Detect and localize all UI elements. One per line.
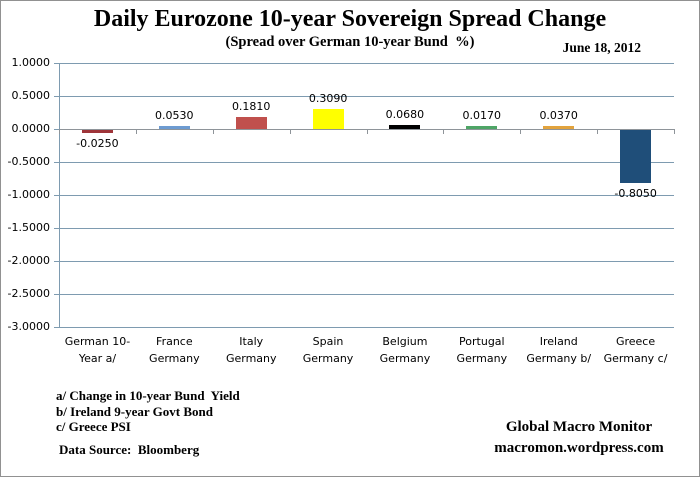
x-axis-category-label-line: Ireland bbox=[539, 335, 578, 348]
x-axis-tick bbox=[135, 129, 137, 134]
chart-title: Daily Eurozone 10-year Sovereign Spread … bbox=[93, 6, 607, 32]
x-axis-category-label: Spain Germany bbox=[290, 333, 367, 367]
y-axis-tick-label: -1.5000 bbox=[7, 221, 50, 234]
y-axis-tick-label: -0.5000 bbox=[7, 155, 50, 168]
x-axis-tick bbox=[674, 129, 675, 134]
x-axis-category-label: Portugal Germany bbox=[443, 333, 520, 367]
x-axis-tick bbox=[443, 129, 445, 134]
y-axis-tick bbox=[54, 195, 59, 196]
branding-block: Global Macro Monitor macromon.wordpress.… bbox=[469, 417, 689, 459]
x-axis-category-label: Italy Germany bbox=[213, 333, 290, 367]
bar-value-label: 0.0170 bbox=[462, 109, 502, 122]
gridline bbox=[59, 228, 674, 229]
x-axis-category-label: Greece Germany c/ bbox=[597, 333, 674, 367]
y-axis-tick bbox=[54, 162, 59, 163]
bar bbox=[620, 130, 652, 184]
y-axis-tick-label: 0.0000 bbox=[11, 122, 51, 135]
footnote-a: a/ Change in 10-year Bund Yield bbox=[56, 388, 240, 403]
bar-value-label: 0.0530 bbox=[155, 108, 194, 122]
gridline bbox=[59, 96, 674, 97]
x-axis-category-label: German 10- Year a/ bbox=[59, 333, 136, 367]
y-axis-tick bbox=[54, 261, 59, 262]
bar bbox=[389, 124, 421, 129]
bar bbox=[158, 125, 190, 129]
chart-subtitle: (Spread over German 10-year Bund %) bbox=[225, 34, 475, 50]
y-axis-tick-label: 1.0000 bbox=[11, 56, 51, 69]
x-axis-category-label-line: France bbox=[156, 335, 193, 348]
y-axis-line bbox=[59, 63, 60, 327]
gridline bbox=[59, 195, 674, 196]
x-axis-category-label: Belgium Germany bbox=[367, 333, 444, 367]
chart-date-annotation: June 18, 2012 bbox=[562, 40, 641, 55]
bar bbox=[543, 126, 575, 129]
x-axis-tick bbox=[289, 129, 291, 134]
bar bbox=[81, 130, 113, 133]
x-axis-tick bbox=[366, 129, 368, 134]
branding-url: macromon.wordpress.com bbox=[494, 440, 664, 456]
bar-value-label: 0.0680 bbox=[385, 107, 425, 121]
x-axis-category-label-line: Spain bbox=[312, 335, 344, 348]
gridline bbox=[59, 294, 674, 295]
x-axis-category-label-line: German 10- bbox=[64, 335, 131, 348]
bar-value-label: 0.1810 bbox=[231, 100, 271, 114]
x-axis-category-label-line: Belgium bbox=[382, 335, 428, 348]
x-axis-category-label-line: Germany bbox=[302, 352, 354, 365]
x-axis-tick bbox=[212, 129, 214, 134]
x-axis-category-label-line: Germany b/ bbox=[526, 352, 592, 365]
x-axis-tick bbox=[520, 129, 522, 134]
gridline bbox=[59, 327, 674, 328]
x-axis-category-label: France Germany bbox=[136, 333, 213, 367]
bar bbox=[312, 108, 344, 129]
bar-value-label: 0.0370 bbox=[539, 109, 578, 122]
gridline bbox=[59, 63, 674, 64]
x-axis-category-label: Ireland Germany b/ bbox=[520, 333, 597, 367]
bar-value-label: -0.0250 bbox=[76, 137, 119, 150]
x-axis-category-label-line: Germany bbox=[456, 352, 508, 365]
x-axis-tick bbox=[59, 129, 60, 134]
footnotes: a/ Change in 10-year Bund Yield b/ Irela… bbox=[56, 388, 240, 435]
y-axis-tick-label: -2.0000 bbox=[7, 254, 50, 267]
y-axis-tick bbox=[54, 129, 59, 130]
y-axis-tick-label: 0.5000 bbox=[11, 89, 51, 102]
data-source-note: Data Source: Bloomberg bbox=[59, 442, 200, 457]
bar-value-label: 0.3090 bbox=[308, 91, 348, 105]
x-axis-category-label-line: Portugal bbox=[459, 335, 505, 348]
x-axis-category-label-line: Greece bbox=[615, 335, 656, 348]
x-axis-category-label-line: Germany bbox=[149, 352, 200, 365]
bar bbox=[235, 117, 267, 129]
gridline bbox=[59, 261, 674, 262]
x-axis-category-label-line: Italy bbox=[239, 335, 264, 348]
y-axis-tick bbox=[54, 63, 59, 64]
y-axis-tick-label: -3.0000 bbox=[7, 320, 50, 333]
footnote-b: b/ Ireland 9-year Govt Bond bbox=[56, 403, 213, 419]
y-axis-tick bbox=[54, 294, 59, 295]
gridline bbox=[59, 162, 674, 163]
footnote-c: c/ Greece PSI bbox=[56, 419, 131, 434]
y-axis-tick bbox=[54, 96, 59, 97]
y-axis-tick-label: -1.0000 bbox=[7, 188, 50, 201]
y-axis-tick bbox=[54, 327, 59, 328]
x-axis-tick bbox=[597, 129, 599, 134]
bar-value-label: -0.8050 bbox=[614, 187, 657, 201]
x-axis-category-label-line: Germany bbox=[225, 352, 277, 365]
x-axis-category-label-line: Year a/ bbox=[78, 352, 117, 365]
bar bbox=[466, 126, 498, 129]
branding-name: Global Macro Monitor bbox=[505, 419, 653, 435]
x-axis-category-label-line: Germany bbox=[379, 352, 431, 365]
y-axis-tick bbox=[54, 228, 59, 229]
x-axis-category-label-line: Germany c/ bbox=[603, 352, 668, 365]
y-axis-tick-label: -2.5000 bbox=[7, 287, 50, 300]
